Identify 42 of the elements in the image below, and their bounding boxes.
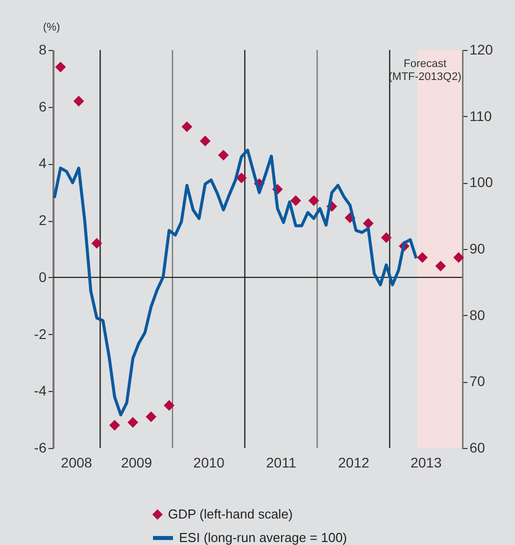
point (453, 252, 464, 263)
y-axis-title: (%) (42, 22, 60, 34)
legend-label: ESI (long-run average = 100) (179, 530, 348, 545)
x-tick-label: 2012 (338, 454, 370, 470)
y-tick-label: -4 (34, 382, 47, 399)
y2-tick-label: 90 (470, 240, 486, 256)
y-tick-label: 0 (38, 268, 47, 285)
point (109, 420, 120, 431)
x-tick-label: 2010 (193, 454, 225, 470)
y-tick-label: 2 (38, 212, 47, 228)
x-tick-label: 2009 (120, 454, 152, 470)
y-tick-label: 4 (38, 155, 47, 172)
x-tick-label: 2011 (266, 454, 296, 470)
y2-tick-label: 60 (470, 440, 486, 456)
point (73, 96, 84, 107)
point (91, 238, 102, 249)
y-tick-label: -6 (34, 440, 47, 456)
y2-tick-label: 120 (470, 42, 494, 58)
point (164, 400, 174, 411)
point (200, 136, 211, 146)
point (182, 121, 192, 132)
point (127, 417, 138, 428)
point (290, 195, 302, 206)
point (308, 195, 320, 206)
y-tick-label: 6 (38, 98, 47, 114)
point (55, 62, 66, 72)
y2-tick-label: 80 (470, 306, 486, 323)
y-tick-label: 8 (38, 42, 47, 58)
point (218, 150, 229, 161)
x-tick-label: 2013 (410, 454, 442, 470)
y2-tick-label: 110 (470, 108, 492, 124)
point (380, 232, 392, 243)
point (146, 411, 156, 422)
point (362, 218, 374, 229)
x-tick-label: 2008 (60, 454, 92, 470)
y-tick-label: -2 (34, 326, 47, 342)
legend-label: GDP (left-hand scale) (168, 506, 293, 522)
point (417, 252, 428, 263)
point (236, 172, 247, 184)
y2-tick-label: 70 (470, 373, 486, 390)
point (435, 260, 446, 272)
y2-tick-label: 100 (470, 174, 494, 190)
